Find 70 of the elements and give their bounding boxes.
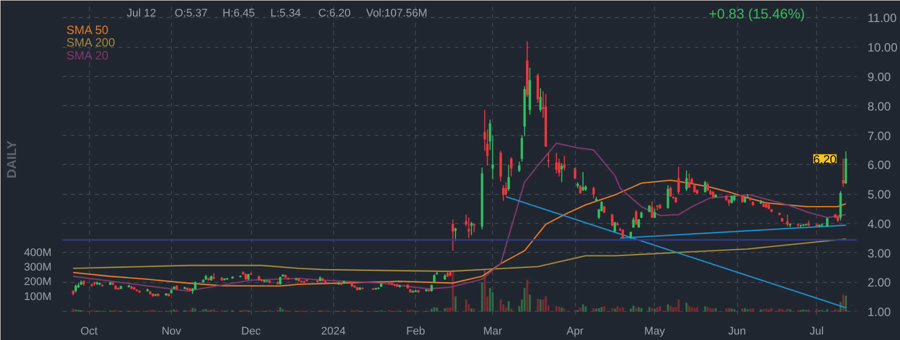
annotation: +0.83 (15.46%) bbox=[708, 5, 805, 22]
annotation: O:5.37 bbox=[174, 7, 208, 20]
annotation: Vol:107.56M bbox=[366, 7, 428, 20]
x-tick-label: Jun bbox=[728, 326, 746, 338]
x-tick-label: Dec bbox=[241, 326, 262, 338]
x-tick-label: Oct bbox=[80, 326, 98, 338]
annotation: C:6.20 bbox=[318, 7, 351, 20]
line-series bbox=[72, 238, 847, 272]
candlestick bbox=[582, 171, 584, 192]
text: SMA 50 bbox=[66, 22, 109, 37]
y-tick-label: 1.00 bbox=[868, 305, 892, 320]
candlestick bbox=[536, 73, 540, 104]
candlestick bbox=[632, 217, 635, 228]
x-tick-label: Apr bbox=[566, 326, 584, 338]
text: SMA 20 bbox=[66, 48, 109, 62]
candlestick bbox=[610, 213, 614, 227]
y2-axis-title: DAILY bbox=[4, 140, 19, 178]
y2-tick-label: 200M bbox=[24, 276, 52, 288]
x-tick-label: Mar bbox=[483, 326, 503, 338]
y2-tick-label: 300M bbox=[24, 261, 52, 274]
y-tick-label: 10.00 bbox=[868, 40, 898, 55]
annotation: 6.20 bbox=[813, 152, 837, 166]
candlestick bbox=[452, 219, 454, 252]
candlestick bbox=[650, 200, 654, 219]
candlestick bbox=[468, 217, 470, 239]
candlestick bbox=[470, 221, 473, 236]
y2-tick-label: 100M bbox=[24, 290, 52, 303]
y-tick-label: 4.00 bbox=[868, 216, 892, 231]
y-tick-label: 7.00 bbox=[868, 128, 892, 143]
candlestick bbox=[592, 186, 595, 199]
y-tick-label: 2.00 bbox=[868, 276, 892, 290]
candlestick bbox=[560, 162, 563, 183]
candlestick bbox=[634, 210, 638, 226]
candlestick bbox=[786, 214, 789, 227]
x-tick-label: 2024 bbox=[321, 326, 346, 338]
y-tick-label: 9.00 bbox=[868, 70, 892, 84]
annotation: H:6.45 bbox=[222, 7, 255, 20]
y-tick-label: 3.00 bbox=[868, 246, 892, 260]
candlestick bbox=[842, 158, 844, 188]
candlestick bbox=[539, 88, 542, 112]
x-tick-label: Feb bbox=[406, 326, 426, 338]
text: SMA 200 bbox=[66, 36, 116, 50]
annotation: L:5.34 bbox=[270, 7, 301, 20]
candlestick bbox=[518, 161, 520, 172]
x-tick-label: May bbox=[644, 326, 666, 338]
candlestick bbox=[688, 172, 690, 189]
candlestick bbox=[510, 156, 512, 177]
candlestick bbox=[685, 170, 688, 192]
candlestick bbox=[502, 184, 505, 202]
y-tick-label: 5.00 bbox=[868, 188, 892, 202]
annotation: Jul 12 bbox=[126, 7, 156, 20]
x-tick-label: Jul bbox=[810, 326, 824, 338]
candlestick bbox=[547, 152, 550, 168]
y2-tick-label: 400M bbox=[24, 246, 52, 259]
candlestick bbox=[454, 227, 457, 242]
candlestick bbox=[563, 155, 566, 172]
y-tick-label: 11.00 bbox=[868, 11, 897, 26]
x-tick-label: Nov bbox=[162, 326, 182, 338]
y-tick-label: 8.00 bbox=[868, 99, 892, 114]
candlestick bbox=[826, 217, 828, 228]
candlestick bbox=[499, 150, 502, 182]
candlestick bbox=[555, 152, 558, 174]
candlestick bbox=[666, 184, 670, 210]
y-tick-label: 6.00 bbox=[868, 158, 892, 172]
candlestick bbox=[507, 164, 510, 192]
candlestick bbox=[669, 186, 672, 198]
line-series bbox=[72, 142, 847, 292]
candlestick bbox=[677, 166, 680, 195]
candlestick bbox=[574, 167, 576, 180]
line-series bbox=[72, 180, 847, 287]
